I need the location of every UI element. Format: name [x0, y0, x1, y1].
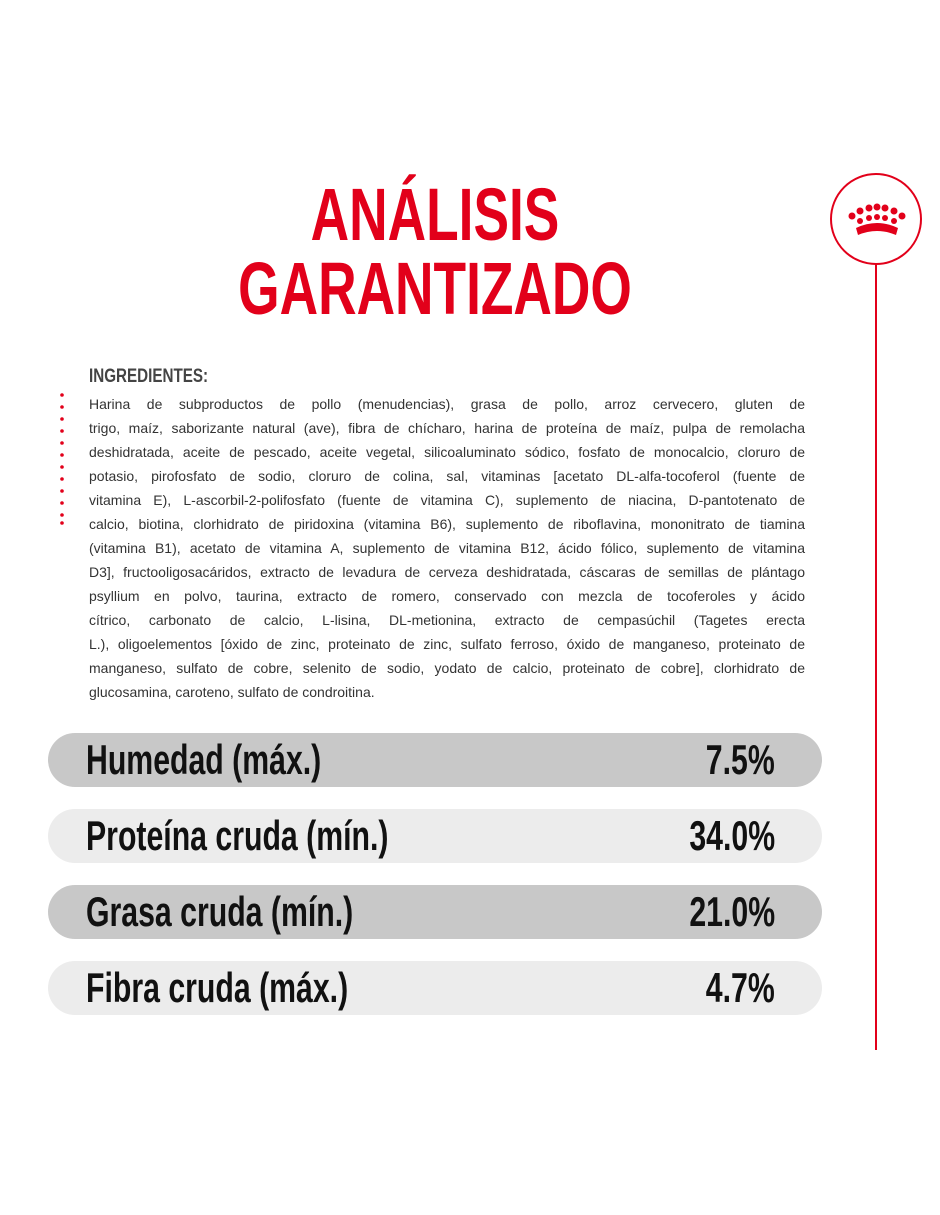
analysis-label: Grasa cruda (mín.) — [86, 888, 354, 935]
ingredient-line: glucosamina, caroteno, sulfato de condro… — [89, 684, 375, 700]
analysis-row: Humedad (máx.) 7.5% — [48, 733, 822, 787]
title-line: GARANTIZADO — [238, 247, 632, 330]
analysis-label: Humedad (máx.) — [86, 736, 322, 783]
ingredient-line: calcio, biotina, clorhidrato de piridoxi… — [89, 516, 805, 532]
ingredient-line: (vitamina B1), acetato de vitamina A, su… — [89, 540, 805, 556]
title-line: ANÁLISIS — [310, 173, 560, 256]
ingredient-line: Harina de subproductos de pollo (menuden… — [89, 396, 805, 412]
analysis-value: 4.7% — [706, 964, 775, 1011]
ingredient-line: deshidratada, aceite de pescado, aceite … — [89, 444, 805, 460]
analysis-row: Proteína cruda (mín.) 34.0% — [48, 809, 822, 863]
analysis-label: Proteína cruda (mín.) — [86, 812, 389, 859]
ingredient-line: vitamina E), L-ascorbil-2-polifosfato (f… — [89, 492, 805, 508]
analysis-row: Grasa cruda (mín.) 21.0% — [48, 885, 822, 939]
ingredients-heading: INGREDIENTES: — [89, 366, 209, 387]
ingredient-line: trigo, maíz, saborizante natural (ave), … — [89, 420, 805, 436]
analysis-label: Fibra cruda (máx.) — [86, 964, 349, 1011]
ingredient-line: D3], fructooligosacáridos, extracto de l… — [89, 564, 805, 580]
ingredient-line: potasio, pirofosfato de sodio, cloruro d… — [89, 468, 805, 484]
ingredient-line: cítrico, carbonato de calcio, L-lisina, … — [89, 612, 805, 628]
ingredient-line: psyllium en polvo, taurina, extracto de … — [89, 588, 805, 604]
analysis-row: Fibra cruda (máx.) 4.7% — [48, 961, 822, 1015]
analysis-value: 34.0% — [689, 812, 775, 859]
analysis-value: 21.0% — [689, 888, 775, 935]
ingredient-line: L.), oligoelementos [óxido de zinc, prot… — [89, 636, 805, 652]
ingredient-line: manganeso, sulfato de cobre, selenito de… — [89, 660, 805, 676]
analysis-value: 7.5% — [706, 736, 775, 783]
